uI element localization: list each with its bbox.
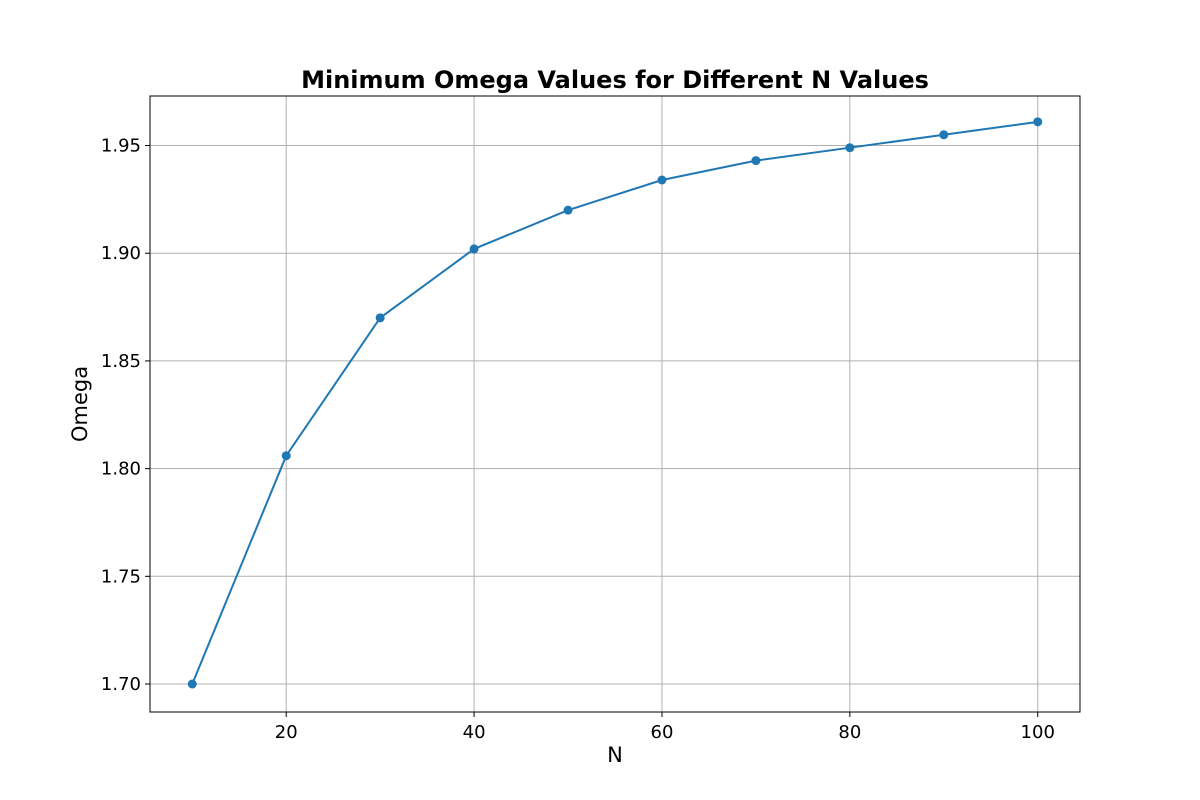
data-point: [657, 175, 667, 185]
y-tick-label: 1.80: [101, 459, 141, 480]
x-axis-label: N: [607, 743, 623, 767]
y-tick-label: 1.70: [101, 674, 141, 695]
data-point: [751, 156, 761, 166]
data-point: [845, 143, 855, 153]
data-point: [187, 679, 197, 689]
data-point: [563, 205, 573, 215]
x-axis-ticks: 20 40 60 80 100: [275, 712, 1055, 743]
y-tick-label: 1.85: [101, 351, 141, 372]
data-point: [939, 130, 949, 140]
plot-frame: [149, 95, 1081, 713]
y-tick-label: 1.95: [101, 136, 141, 157]
data-point: [375, 313, 385, 323]
x-tick-label: 40: [463, 722, 486, 743]
data-point: [281, 451, 291, 461]
x-tick-label: 100: [1021, 722, 1055, 743]
grid-lines: [150, 96, 1080, 712]
chart-title: Minimum Omega Values for Different N Val…: [301, 66, 929, 94]
data-point: [1033, 117, 1043, 127]
y-axis-label: Omega: [68, 366, 92, 442]
series-layer: [187, 117, 1043, 689]
y-axis-ticks: 1.70 1.75 1.80 1.85 1.90 1.95: [101, 136, 150, 695]
x-tick-label: 80: [838, 722, 861, 743]
series-line: [191, 120, 1038, 685]
x-tick-label: 20: [275, 722, 298, 743]
data-point: [469, 244, 479, 254]
y-tick-label: 1.75: [101, 566, 141, 587]
x-tick-label: 60: [651, 722, 674, 743]
y-tick-label: 1.90: [101, 243, 141, 264]
